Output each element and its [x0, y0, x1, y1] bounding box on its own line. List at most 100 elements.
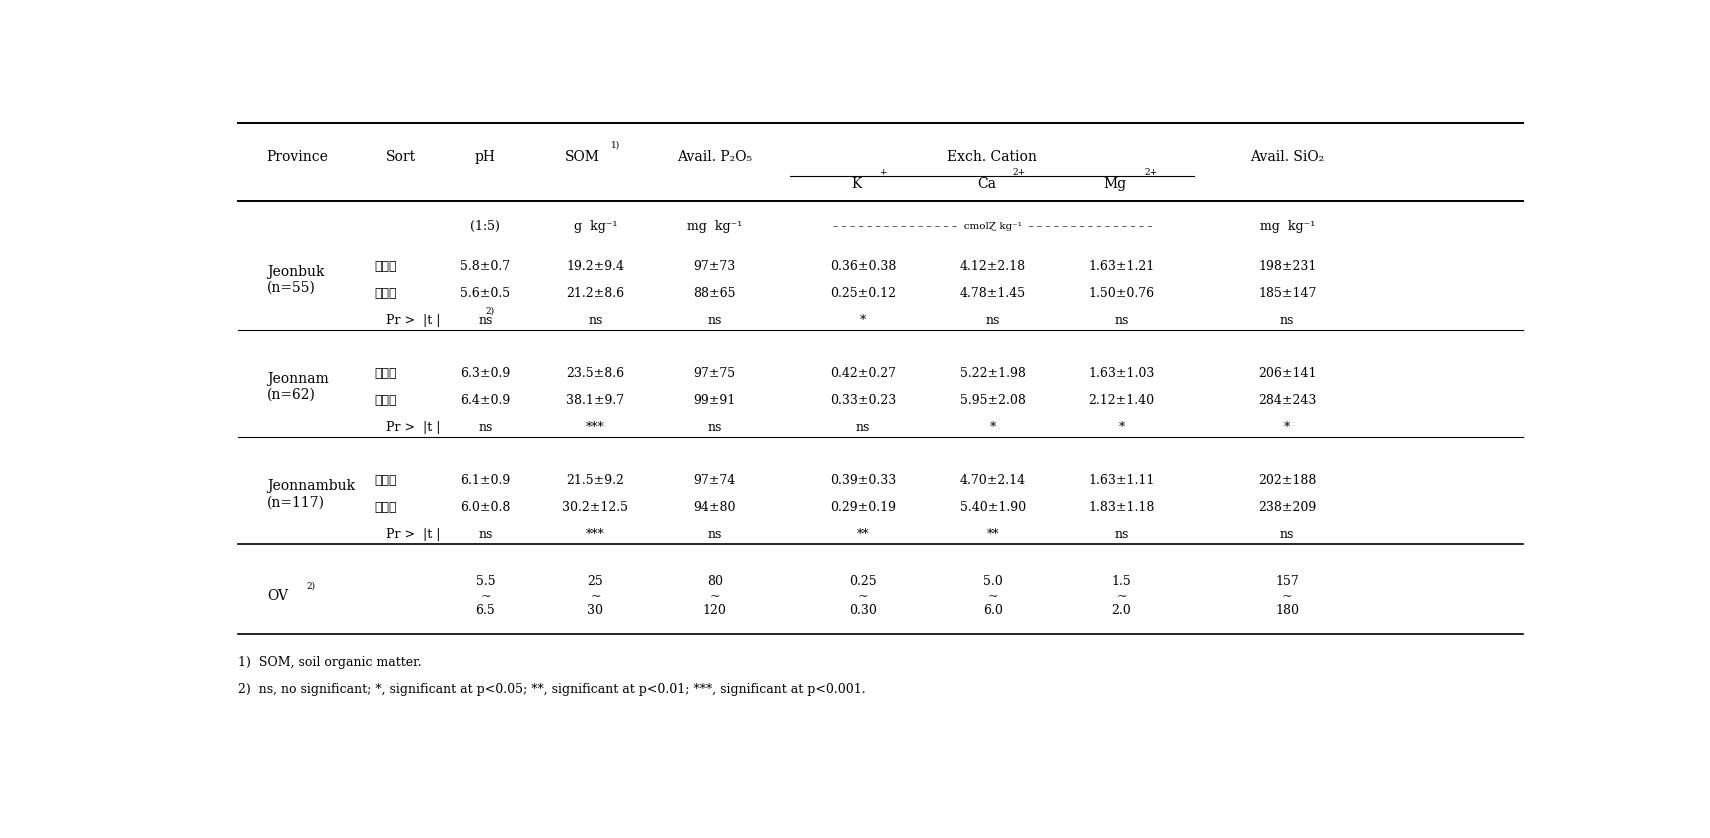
Text: 284±243: 284±243 — [1259, 394, 1317, 407]
Text: ~: ~ — [481, 590, 491, 603]
Text: ns: ns — [1281, 528, 1294, 541]
Text: 1.5: 1.5 — [1112, 575, 1132, 587]
Text: 분석치: 분석치 — [374, 394, 397, 407]
Text: ns: ns — [1281, 314, 1294, 327]
Text: 97±75: 97±75 — [694, 367, 735, 380]
Text: 2): 2) — [306, 582, 316, 590]
Text: 5.6±0.5: 5.6±0.5 — [460, 287, 511, 300]
Text: +: + — [879, 168, 886, 178]
Text: Sort: Sort — [386, 150, 416, 163]
Text: 1.63±1.03: 1.63±1.03 — [1088, 367, 1154, 380]
Text: ~: ~ — [988, 590, 999, 603]
Text: 1.83±1.18: 1.83±1.18 — [1088, 501, 1154, 515]
Text: 5.22±1.98: 5.22±1.98 — [959, 367, 1026, 380]
Text: 6.1±0.9: 6.1±0.9 — [460, 474, 511, 487]
Text: 185±147: 185±147 — [1259, 287, 1317, 300]
Text: 6.0±0.8: 6.0±0.8 — [460, 501, 511, 515]
Text: ~: ~ — [1282, 590, 1293, 603]
Text: 21.2±8.6: 21.2±8.6 — [566, 287, 624, 300]
Text: 4.78±1.45: 4.78±1.45 — [959, 287, 1026, 300]
Text: ns: ns — [588, 314, 602, 327]
Text: 88±65: 88±65 — [694, 287, 735, 300]
Text: g  kg⁻¹: g kg⁻¹ — [573, 220, 617, 233]
Text: 4.70±2.14: 4.70±2.14 — [959, 474, 1026, 487]
Text: 2.0: 2.0 — [1112, 604, 1132, 618]
Text: mg  kg⁻¹: mg kg⁻¹ — [687, 220, 742, 233]
Text: pH: pH — [475, 150, 496, 163]
Text: 2+: 2+ — [1144, 168, 1158, 178]
Text: 6.0: 6.0 — [983, 604, 1004, 618]
Text: 5.5: 5.5 — [475, 575, 496, 587]
Text: 흘토람: 흘토람 — [374, 367, 397, 380]
Text: ns: ns — [857, 422, 870, 434]
Text: 30: 30 — [588, 604, 604, 618]
Text: *: * — [1118, 422, 1125, 434]
Text: Jeonnambuk
(n=117): Jeonnambuk (n=117) — [267, 479, 356, 510]
Text: *: * — [990, 422, 997, 434]
Text: ns: ns — [479, 528, 492, 541]
Text: Pr >  |t |: Pr > |t | — [386, 422, 441, 434]
Text: 흘토람: 흘토람 — [374, 474, 397, 487]
Text: 21.5±9.2: 21.5±9.2 — [566, 474, 624, 487]
Text: 238±209: 238±209 — [1259, 501, 1317, 515]
Text: 분석치: 분석치 — [374, 501, 397, 515]
Text: 6.3±0.9: 6.3±0.9 — [460, 367, 511, 380]
Text: 6.5: 6.5 — [475, 604, 496, 618]
Text: 5.0: 5.0 — [983, 575, 1002, 587]
Text: OV: OV — [267, 589, 287, 603]
Text: 30.2±12.5: 30.2±12.5 — [563, 501, 628, 515]
Text: 25: 25 — [588, 575, 604, 587]
Text: 206±141: 206±141 — [1259, 367, 1317, 380]
Text: Avail. P₂O₅: Avail. P₂O₅ — [677, 150, 752, 163]
Text: K: K — [852, 178, 862, 191]
Text: ns: ns — [1115, 314, 1129, 327]
Text: 2)  ns, no significant; *, significant at p<0.05; **, significant at p<0.01; ***: 2) ns, no significant; *, significant at… — [238, 683, 865, 696]
Text: 1.63±1.11: 1.63±1.11 — [1088, 474, 1154, 487]
Text: ***: *** — [587, 528, 605, 541]
Text: 1.63±1.21: 1.63±1.21 — [1089, 260, 1154, 273]
Text: ns: ns — [479, 422, 492, 434]
Text: 1): 1) — [612, 141, 621, 149]
Text: ns: ns — [985, 314, 1000, 327]
Text: 0.25±0.12: 0.25±0.12 — [829, 287, 896, 300]
Text: ~: ~ — [710, 590, 720, 603]
Text: 6.4±0.9: 6.4±0.9 — [460, 394, 511, 407]
Text: **: ** — [987, 528, 999, 541]
Text: 99±91: 99±91 — [694, 394, 735, 407]
Text: 2.12±1.40: 2.12±1.40 — [1089, 394, 1154, 407]
Text: 0.33±0.23: 0.33±0.23 — [829, 394, 896, 407]
Text: ~: ~ — [858, 590, 869, 603]
Text: 0.30: 0.30 — [850, 604, 877, 618]
Text: Mg: Mg — [1103, 178, 1127, 191]
Text: ns: ns — [479, 314, 492, 327]
Text: – – – – – – – – – – – – – – –  cmolⱿ kg⁻¹  – – – – – – – – – – – – – – –: – – – – – – – – – – – – – – – cmolⱿ kg⁻¹… — [833, 222, 1153, 231]
Text: ns: ns — [708, 422, 722, 434]
Text: 97±74: 97±74 — [694, 474, 735, 487]
Text: 38.1±9.7: 38.1±9.7 — [566, 394, 624, 407]
Text: 23.5±8.6: 23.5±8.6 — [566, 367, 624, 380]
Text: 198±231: 198±231 — [1259, 260, 1317, 273]
Text: 0.39±0.33: 0.39±0.33 — [829, 474, 896, 487]
Text: Ca: Ca — [976, 178, 995, 191]
Text: 5.95±2.08: 5.95±2.08 — [959, 394, 1026, 407]
Text: 0.42±0.27: 0.42±0.27 — [829, 367, 896, 380]
Text: Jeonnam
(n=62): Jeonnam (n=62) — [267, 372, 328, 402]
Text: Jeonbuk
(n=55): Jeonbuk (n=55) — [267, 265, 325, 295]
Text: 2): 2) — [486, 307, 494, 315]
Text: ***: *** — [587, 422, 605, 434]
Text: 흘토람: 흘토람 — [374, 260, 397, 273]
Text: Pr >  |t |: Pr > |t | — [386, 314, 441, 327]
Text: Pr >  |t |: Pr > |t | — [386, 528, 441, 541]
Text: 19.2±9.4: 19.2±9.4 — [566, 260, 624, 273]
Text: ns: ns — [708, 528, 722, 541]
Text: Province: Province — [267, 150, 328, 163]
Text: ~: ~ — [1117, 590, 1127, 603]
Text: ns: ns — [1115, 528, 1129, 541]
Text: 1)  SOM, soil organic matter.: 1) SOM, soil organic matter. — [238, 656, 421, 669]
Text: 4.12±2.18: 4.12±2.18 — [959, 260, 1026, 273]
Text: 0.29±0.19: 0.29±0.19 — [829, 501, 896, 515]
Text: mg  kg⁻¹: mg kg⁻¹ — [1260, 220, 1315, 233]
Text: SOM: SOM — [564, 150, 600, 163]
Text: Avail. SiO₂: Avail. SiO₂ — [1250, 150, 1324, 163]
Text: ns: ns — [708, 314, 722, 327]
